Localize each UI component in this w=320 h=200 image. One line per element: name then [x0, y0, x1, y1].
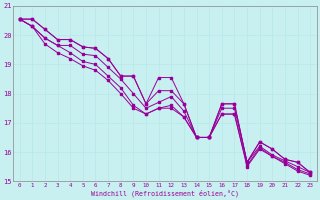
X-axis label: Windchill (Refroidissement éolien,°C): Windchill (Refroidissement éolien,°C) [91, 189, 239, 197]
